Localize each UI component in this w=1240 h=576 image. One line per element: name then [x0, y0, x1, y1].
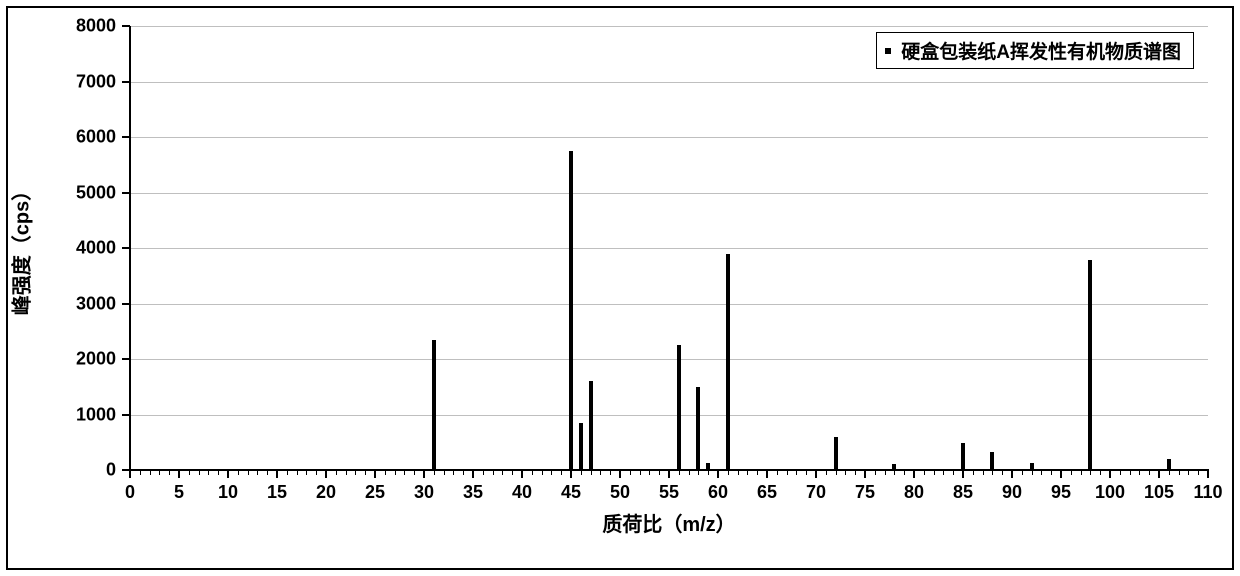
y-tick-label: 6000 [60, 127, 116, 148]
x-tick-label: 35 [463, 482, 483, 503]
x-tick-label: 95 [1051, 482, 1071, 503]
x-tick-label: 55 [659, 482, 679, 503]
x-tick-mark [962, 470, 964, 478]
x-tick-mark [374, 470, 376, 478]
x-tick-mark [1158, 470, 1160, 478]
x-tick-mark [815, 470, 817, 478]
legend-box: 硬盒包装纸A挥发性有机物质谱图 [876, 32, 1194, 69]
x-tick-mark [325, 470, 327, 478]
x-tick-mark [227, 470, 229, 478]
bar [696, 387, 700, 470]
y-tick-label: 8000 [60, 16, 116, 37]
bar [589, 381, 593, 470]
x-tick-label: 25 [365, 482, 385, 503]
bar [1088, 260, 1092, 470]
x-tick-mark [717, 470, 719, 478]
y-axis-label: 峰强度（cps） [6, 181, 35, 315]
x-tick-mark [619, 470, 621, 478]
x-tick-mark [1109, 470, 1111, 478]
x-tick-label: 70 [806, 482, 826, 503]
x-tick-label: 0 [125, 482, 135, 503]
x-tick-mark [129, 470, 131, 478]
x-tick-mark [913, 470, 915, 478]
x-tick-mark [1207, 470, 1209, 478]
bar [569, 151, 573, 470]
bar [726, 254, 730, 470]
bar [961, 443, 965, 470]
x-axis-line [129, 469, 1209, 471]
plot-area: 0100020003000400050006000700080000510152… [130, 26, 1208, 470]
x-tick-mark [864, 470, 866, 478]
x-tick-label: 85 [953, 482, 973, 503]
bar [677, 345, 681, 470]
legend-marker [885, 48, 891, 54]
x-tick-mark [570, 470, 572, 478]
x-tick-label: 45 [561, 482, 581, 503]
y-tick-label: 5000 [60, 182, 116, 203]
gridline [130, 82, 1208, 83]
x-axis-label: 质荷比（m/z） [602, 508, 735, 537]
x-tick-mark [521, 470, 523, 478]
gridline [130, 193, 1208, 194]
x-tick-label: 20 [316, 482, 336, 503]
x-tick-label: 60 [708, 482, 728, 503]
y-tick-label: 3000 [60, 293, 116, 314]
bar [579, 423, 583, 470]
x-tick-label: 75 [855, 482, 875, 503]
gridline [130, 304, 1208, 305]
x-tick-mark [1011, 470, 1013, 478]
legend-text: 硬盒包装纸A挥发性有机物质谱图 [901, 42, 1181, 63]
x-tick-label: 105 [1144, 482, 1174, 503]
x-tick-label: 80 [904, 482, 924, 503]
y-tick-label: 1000 [60, 404, 116, 425]
x-tick-label: 10 [218, 482, 238, 503]
y-tick-label: 7000 [60, 71, 116, 92]
y-tick-label: 0 [60, 460, 116, 481]
x-tick-mark [178, 470, 180, 478]
x-tick-label: 30 [414, 482, 434, 503]
x-tick-label: 5 [174, 482, 184, 503]
bar [834, 437, 838, 470]
gridline [130, 415, 1208, 416]
x-tick-mark [766, 470, 768, 478]
y-tick-label: 4000 [60, 238, 116, 259]
x-tick-label: 90 [1002, 482, 1022, 503]
bar [990, 452, 994, 470]
y-tick-label: 2000 [60, 349, 116, 370]
x-tick-mark [423, 470, 425, 478]
x-tick-label: 100 [1095, 482, 1125, 503]
x-tick-label: 65 [757, 482, 777, 503]
x-tick-label: 110 [1193, 482, 1222, 503]
chart-container: 0 1000 2000 3000 4000 5000 6000 7000 8000 0 5 10 15 2… [0, 0, 1240, 576]
x-tick-label: 50 [610, 482, 630, 503]
gridline [130, 137, 1208, 138]
x-tick-label: 40 [512, 482, 532, 503]
bar [432, 340, 436, 470]
gridline [130, 26, 1208, 27]
x-tick-mark [1060, 470, 1062, 478]
x-tick-mark [668, 470, 670, 478]
gridline [130, 248, 1208, 249]
x-tick-mark [472, 470, 474, 478]
x-tick-label: 15 [267, 482, 287, 503]
gridline [130, 359, 1208, 360]
x-tick-mark [276, 470, 278, 478]
y-axis-line [129, 26, 131, 471]
